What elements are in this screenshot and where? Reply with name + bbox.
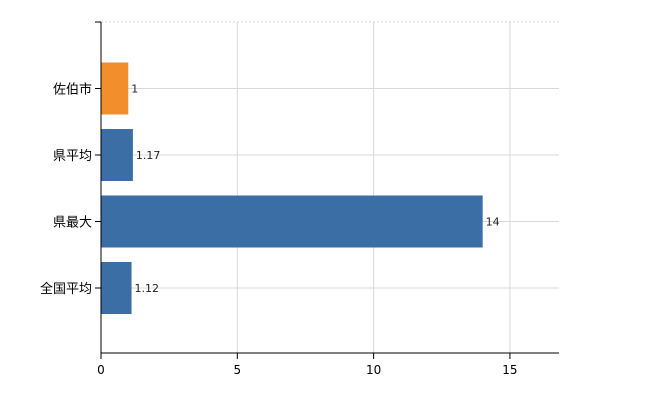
category-label: 全国平均 [40,281,92,297]
x-tick-label: 10 [366,363,381,377]
bar[interactable] [101,195,483,248]
category-label: 佐伯市 [53,82,92,98]
grid-lines [101,21,559,353]
bar[interactable] [101,129,133,181]
bar[interactable] [101,62,129,115]
bar-value-label: 1 [131,83,138,96]
x-tick-label: 0 [97,363,105,377]
axes [95,21,559,359]
category-label: 県平均 [53,149,92,164]
x-tick-label: 15 [502,363,517,377]
bars [101,62,483,314]
bar[interactable] [101,262,132,314]
labels: 1 佐伯市 1.17 県平均 14 県最大 1.12 全国平均 0 5 10 15 [40,82,518,378]
category-label: 県最大 [53,216,92,231]
bar-value-label: 14 [486,216,500,229]
x-tick-label: 5 [233,363,241,377]
bar-value-label: 1.12 [135,282,160,295]
bar-value-label: 1.17 [136,149,161,162]
